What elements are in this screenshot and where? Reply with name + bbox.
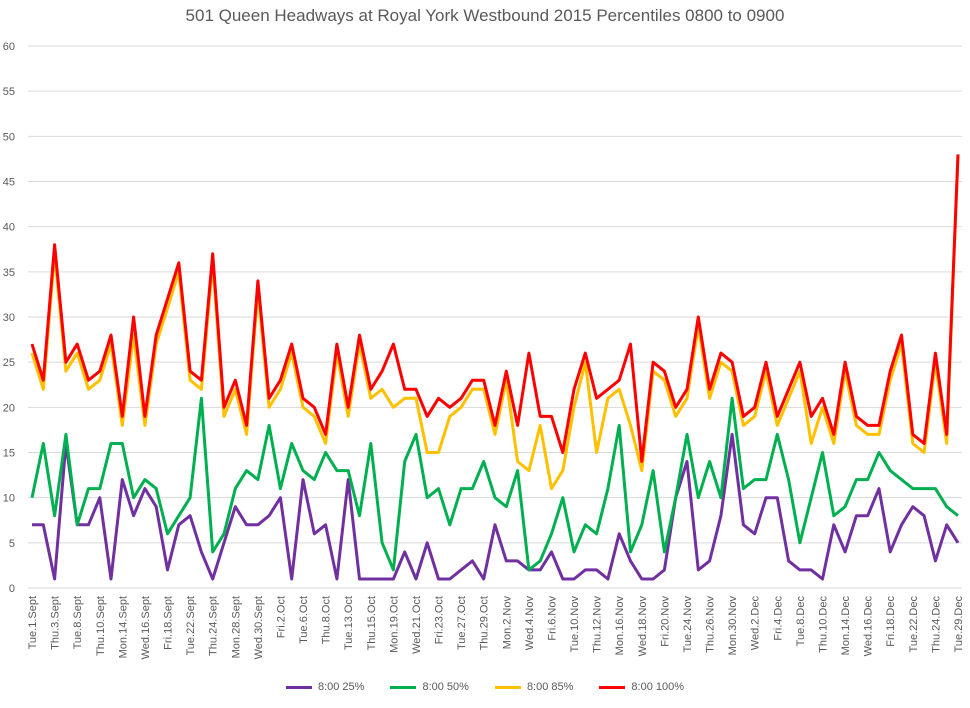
legend-label: 8:00 85% — [526, 681, 574, 693]
x-tick-label: Thu.29.Oct — [479, 596, 491, 650]
legend-item: 8:00 100% — [599, 681, 684, 693]
x-tick-label: Thu.10.Dec — [817, 596, 829, 653]
x-tick-label: Tue.8.Dec — [795, 596, 807, 647]
x-tick-label: Wed.16.Dec — [863, 596, 875, 657]
x-tick-label: Tue.22.Sept — [185, 596, 197, 656]
chart-title: 501 Queen Headways at Royal York Westbou… — [185, 6, 785, 25]
y-tick-label: 20 — [3, 402, 15, 414]
x-tick-label: Thu.12.Nov — [592, 596, 604, 653]
y-tick-label: 25 — [3, 357, 15, 369]
x-tick-label: Thu.3.Sept — [50, 596, 62, 650]
x-tick-label: Thu.15.Oct — [366, 596, 378, 650]
x-tick-label: Mon.16.Nov — [614, 596, 626, 656]
x-tick-label: Mon.14.Dec — [840, 596, 852, 656]
series-lines — [30, 154, 960, 581]
legend-swatch — [599, 685, 626, 689]
legend-item: 8:00 50% — [390, 681, 469, 693]
x-tick-label: Mon.30.Nov — [727, 596, 739, 656]
x-tick-label: Wed.21.Oct — [411, 596, 423, 654]
x-axis-ticks: Tue.1.Sept Thu.3.Sept Tue.8.Sept Thu.10.Sep… — [27, 596, 965, 660]
x-tick-label: Tue.24.Nov — [682, 596, 694, 653]
x-tick-label: Thu.26.Nov — [705, 596, 717, 653]
x-tick-label: Thu.24.Sept — [208, 596, 220, 656]
x-tick-label: Thu.24.Dec — [930, 596, 942, 653]
legend-swatch — [390, 685, 417, 689]
x-tick-label: Wed.30.Sept — [253, 596, 265, 659]
legend-swatch — [285, 685, 312, 689]
series-2 — [30, 154, 960, 491]
x-tick-label: Mon.19.Oct — [388, 596, 400, 653]
x-tick-label: Tue.13.Oct — [343, 596, 355, 650]
x-tick-label: Thu.8.Oct — [321, 596, 333, 644]
x-tick-label: Fri.4.Dec — [772, 596, 784, 641]
x-tick-label: Wed.4.Nov — [524, 596, 536, 651]
y-tick-label: 40 — [3, 222, 15, 234]
y-tick-label: 30 — [3, 312, 15, 324]
y-tick-label: 50 — [3, 131, 15, 143]
y-tick-label: 35 — [3, 267, 15, 279]
x-tick-label: Fri.6.Nov — [546, 596, 558, 641]
series-0 — [31, 432, 960, 581]
x-tick-label: Thu.10.Sept — [95, 596, 107, 656]
x-tick-label: Fri.18.Sept — [163, 596, 175, 650]
y-tick-label: 10 — [3, 493, 15, 505]
legend-label: 8:00 100% — [631, 681, 685, 693]
x-tick-label: Tue.22.Dec — [908, 596, 920, 653]
x-tick-label: Tue.27.Oct — [456, 596, 468, 650]
x-tick-label: Tue.6.Oct — [298, 596, 310, 644]
x-tick-label: Fri.2.Oct — [275, 596, 287, 638]
x-tick-label: Tue.1.Sept — [27, 596, 39, 649]
x-tick-label: Fri.20.Nov — [659, 596, 671, 647]
x-tick-label: Mon.28.Sept — [230, 596, 242, 658]
series-1 — [30, 396, 959, 572]
legend-item: 8:00 25% — [285, 681, 365, 693]
x-tick-label: Wed.16.Sept — [140, 596, 152, 659]
x-tick-label: Wed.2.Dec — [750, 596, 762, 651]
legend: 8:00 25% 8:00 50% 8:00 85% 8:00 100% — [0, 681, 970, 693]
series-line — [30, 154, 960, 491]
x-tick-label: Tue.10.Nov — [569, 596, 581, 653]
series-3 — [30, 154, 960, 463]
x-tick-label: Mon.2.Nov — [501, 596, 513, 650]
x-tick-label: Fri.23.Oct — [434, 596, 446, 644]
y-tick-label: 5 — [9, 538, 15, 550]
series-line — [32, 432, 960, 581]
legend-label: 8:00 50% — [422, 681, 469, 693]
y-tick-label: 0 — [9, 583, 15, 595]
y-tick-label: 55 — [3, 86, 15, 98]
legend-swatch — [494, 685, 521, 689]
x-tick-label: Fri.18.Dec — [885, 596, 897, 647]
y-tick-label: 45 — [3, 177, 15, 189]
gridlines — [28, 45, 962, 589]
y-tick-label: 15 — [3, 448, 15, 460]
x-tick-label: Mon.14.Sept — [117, 596, 129, 658]
x-tick-label: Tue.8.Sept — [72, 596, 84, 649]
legend-label: 8:00 25% — [317, 681, 365, 693]
x-tick-label: Tue.29.Dec — [953, 596, 965, 653]
y-tick-label: 60 — [3, 41, 15, 53]
y-axis-ticks: 0 5 10 15 20 25 30 35 40 45 50 55 60 — [3, 41, 15, 595]
x-tick-label: Wed.18.Nov — [637, 596, 649, 657]
legend-item: 8:00 85% — [494, 681, 574, 693]
